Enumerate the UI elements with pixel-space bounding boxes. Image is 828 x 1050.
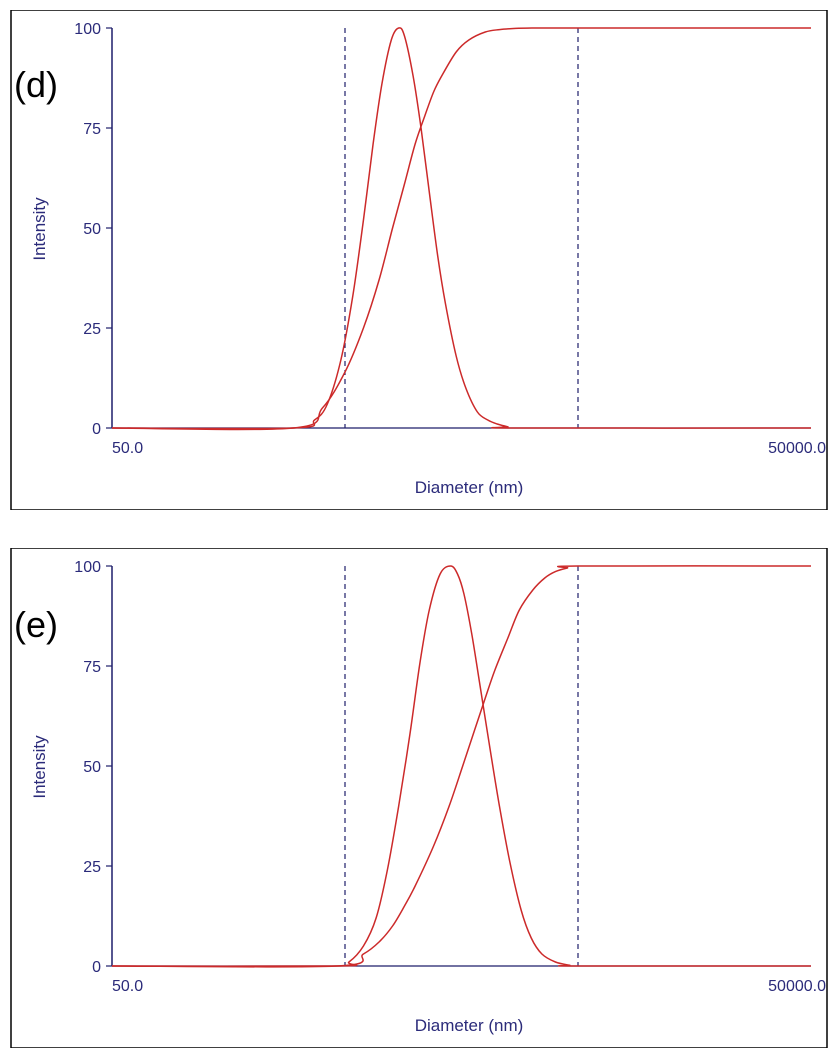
y-tick-labels: 0 25 50 75 100 bbox=[74, 21, 101, 438]
y-tick-label: 100 bbox=[74, 559, 101, 576]
y-tick-label: 0 bbox=[92, 959, 101, 976]
x-tick-label-max: 50000.0 bbox=[768, 978, 826, 995]
chart-panel-e: (e) Intensity Diameter (nm) 50.0 50000.0… bbox=[0, 548, 828, 1048]
y-axis-title: Intensity bbox=[30, 735, 49, 799]
chart-svg-d: (d) Intensity Diameter (nm) 50.0 50000.0… bbox=[10, 10, 828, 510]
panel-label: (e) bbox=[14, 604, 58, 645]
x-axis-title: Diameter (nm) bbox=[415, 478, 524, 497]
y-tick-label: 75 bbox=[83, 121, 101, 138]
y-axis-title: Intensity bbox=[30, 197, 49, 261]
cumulative-curve bbox=[111, 27, 811, 431]
x-axis-title: Diameter (nm) bbox=[415, 1016, 524, 1035]
y-tick-label: 0 bbox=[92, 421, 101, 438]
y-tick-label: 25 bbox=[83, 321, 101, 338]
y-tick-label: 50 bbox=[83, 221, 101, 238]
y-tick-label: 100 bbox=[74, 21, 101, 38]
chart-panel-d: (d) Intensity Diameter (nm) 50.0 50000.0… bbox=[0, 10, 828, 510]
chart-svg-e: (e) Intensity Diameter (nm) 50.0 50000.0… bbox=[10, 548, 828, 1048]
y-tick-labels: 0 25 50 75 100 bbox=[74, 559, 101, 976]
y-tick-label: 50 bbox=[83, 759, 101, 776]
panel-label: (d) bbox=[14, 64, 58, 105]
y-tick-label: 75 bbox=[83, 659, 101, 676]
plot-marks bbox=[106, 27, 812, 431]
panel-frame bbox=[10, 548, 828, 1048]
y-tick-label: 25 bbox=[83, 859, 101, 876]
plot-marks bbox=[106, 565, 812, 968]
panel-frame bbox=[10, 10, 828, 510]
x-tick-label-min: 50.0 bbox=[112, 978, 143, 995]
x-tick-label-min: 50.0 bbox=[112, 440, 143, 457]
distribution-curve bbox=[111, 565, 812, 968]
cumulative-curve bbox=[111, 565, 812, 968]
distribution-curve bbox=[111, 27, 812, 430]
x-tick-label-max: 50000.0 bbox=[768, 440, 826, 457]
